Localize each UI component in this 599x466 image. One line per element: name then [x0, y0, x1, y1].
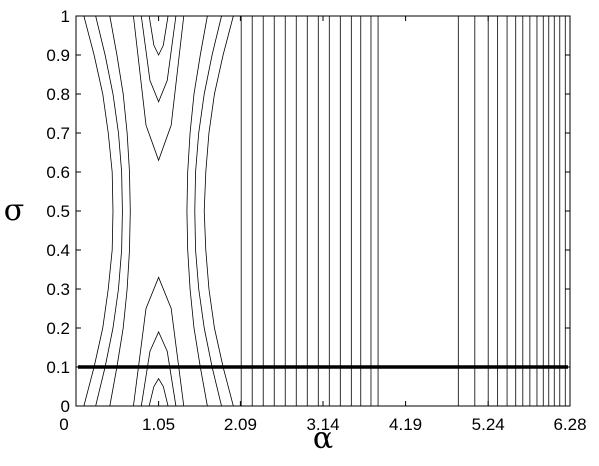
contour-line [148, 15, 169, 56]
contour-line [109, 15, 131, 407]
y-tick-label: 0.3 [46, 280, 70, 299]
contour-line [203, 15, 234, 407]
x-tick-label: 0 [59, 415, 68, 434]
x-tick-label: 6.28 [553, 415, 586, 434]
contour-line [148, 377, 169, 407]
contour-line [186, 15, 208, 407]
contour-line [95, 15, 123, 407]
y-axis-label: σ [4, 193, 24, 228]
x-tick-label: 4.19 [389, 415, 422, 434]
y-tick-label: 0.9 [46, 46, 70, 65]
y-tick-label: 0.6 [46, 163, 70, 182]
y-tick-label: 0.1 [46, 358, 70, 377]
y-tick-label: 0.8 [46, 85, 70, 104]
y-tick-label: 1 [61, 7, 70, 26]
x-axis-label: α [313, 421, 333, 456]
contour-line [133, 276, 185, 407]
y-tick-label: 0.5 [46, 202, 70, 221]
y-tick-label: 0 [61, 397, 70, 416]
y-tick-label: 0.7 [46, 124, 70, 143]
contour-line [83, 15, 114, 407]
x-tick-label: 3.14 [306, 415, 339, 434]
x-tick-label: 5.24 [472, 415, 505, 434]
plot-frame [75, 15, 571, 407]
contour-line [133, 15, 185, 162]
x-tick-label: 1.05 [142, 415, 175, 434]
contour-line [140, 330, 177, 407]
y-tick-label: 0.2 [46, 319, 70, 338]
contour-line [140, 15, 177, 103]
x-tick-label: 2.09 [224, 415, 257, 434]
y-tick-label: 0.4 [46, 241, 70, 260]
contour-line [194, 15, 222, 407]
